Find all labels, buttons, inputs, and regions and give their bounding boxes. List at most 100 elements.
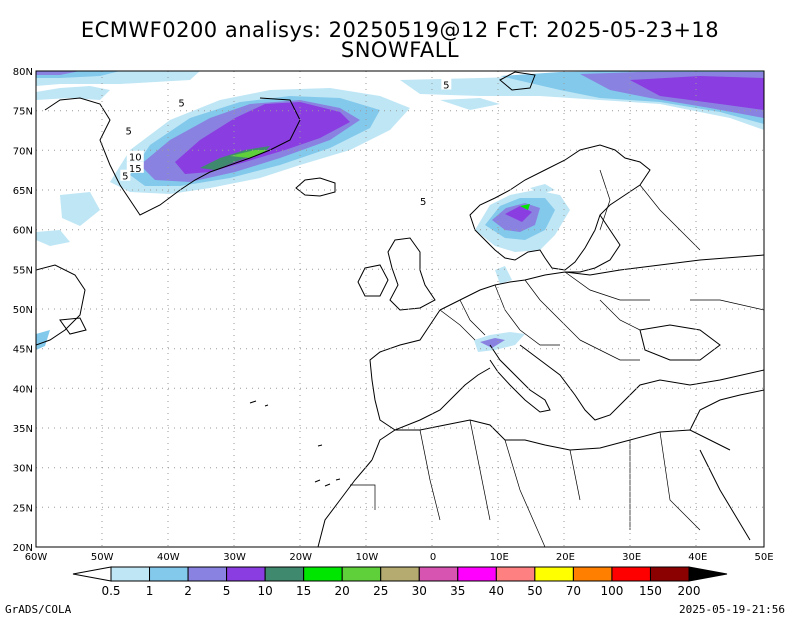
great-britain-coast [387,237,436,311]
colorbar-swatch [149,566,189,582]
lat-tick-label: 40N [13,384,33,395]
colorbar-swatch [110,566,151,582]
map-title: ECMWF0200 analisys: 20250519@12 FcT: 202… [80,18,720,42]
colorbar-label: 70 [566,584,581,598]
lat-tick-label: 20N [13,543,33,554]
latitude-axis: 80N 75N 70N 65N 60N 55N 50N 45N 40N 35N 30N 25N 20N [13,67,33,554]
snowfall-area-purple [505,206,532,222]
colorbar-label: 30 [412,584,427,598]
colorbar-label: 5 [223,584,231,598]
longitude-axis: 60W 50W 40W 30W 20W 10W 0 10E 20E 30E 40E 50E [25,552,774,563]
snowfall-area-green [230,150,268,158]
snowfall-area-light [36,86,110,100]
colorbar-swatch [303,566,343,582]
lon-tick-label: 40W [157,552,180,563]
snowfall-area-light [495,266,512,284]
colorbar-label: 15 [296,584,311,598]
lon-tick-label: 30E [622,552,641,563]
colorbar-swatch [572,566,613,582]
lat-tick-label: 60N [13,226,33,237]
north-africa-coast [371,419,731,461]
lat-tick-label: 70N [13,146,33,157]
lat-tick-label: 25N [13,503,33,514]
canary-islands [314,478,341,487]
snowfall-area-purple [630,76,764,110]
colorbar-label: 40 [489,584,504,598]
snowfall-area-green [520,204,530,210]
coastlines [36,71,764,547]
contour-label: 5 [125,127,131,138]
colorbar-swatch [226,566,266,582]
contour-label-bg [123,124,134,136]
balkans-coast [519,344,764,421]
lat-tick-label: 75N [13,107,33,118]
colorbar-under-triangle [72,566,112,582]
lat-tick-label: 80N [13,67,33,78]
colorbar-swatch [457,566,497,582]
contour-label-bg [441,78,452,90]
contour-label: 5 [443,80,449,91]
snowfall-area-light [440,98,500,110]
snowfall-area-light [60,192,100,226]
credit-left: GrADS/COLA [5,603,72,616]
lat-tick-label: 65N [13,186,33,197]
colorbar-label: 200 [678,584,701,598]
colorbar-swatch [341,566,382,582]
snowfall-area-medium [36,330,50,350]
contour-label: 15 [129,164,142,175]
contour-label: 5 [420,197,426,208]
colorbar-label: 0.5 [101,584,120,598]
snowfall-area-violet [36,71,80,75]
greenland-coast [44,97,301,216]
colorbar-swatch [495,566,536,582]
colorbar-label: 25 [373,584,388,598]
france-iberia-coast [369,309,491,431]
colorbar-swatch [649,566,690,582]
lon-tick-label: 50W [91,552,114,563]
scandinavia-coast [469,144,651,271]
lon-tick-label: 20E [556,552,575,563]
contour-label-bg [418,195,429,207]
lat-tick-label: 50N [13,305,33,316]
europe-coast [439,254,764,311]
red-sea-coast [699,449,751,541]
colorbar-label: 50 [527,584,542,598]
contour-label: 10 [129,153,142,164]
italy-coast [489,344,551,413]
colorbar-label: 100 [600,584,623,598]
black-sea-coast [639,324,721,361]
lat-tick-label: 55N [13,265,33,276]
svalbard-coast [499,71,536,91]
lon-tick-label: 60W [25,552,48,563]
lon-tick-label: 20W [289,552,312,563]
snowfall-area-light [36,230,70,246]
lat-tick-label: 45N [13,345,33,356]
colorbar-label: 150 [639,584,662,598]
map-subtitle: SNOWFALL [340,38,460,62]
colorbar-label: 10 [257,584,272,598]
lat-tick-label: 30N [13,464,33,475]
colorbar-swatch [418,566,459,582]
lon-tick-label: 40E [688,552,707,563]
newfoundland-coast [59,317,87,335]
lon-tick-label: 10E [490,552,509,563]
colorbar-label: 1 [146,584,154,598]
lat-tick-label: 35N [13,424,33,435]
lon-tick-label: 50E [754,552,773,563]
contour-label: 5 [178,99,184,110]
levant-coast [689,389,764,431]
colorbar-label: 2 [184,584,192,598]
colorbar-swatch [611,566,651,582]
ireland-coast [357,264,389,297]
baltic-coast [565,214,621,273]
snowfall-area-violet [480,338,505,348]
colorbar-swatch [264,566,305,582]
contour-label: 5 [122,172,128,183]
snowfall-area-purple [175,102,350,174]
colorbar-swatch [380,566,420,582]
credit-timestamp: 2025-05-19-21:56 [679,603,785,616]
graticule [36,71,764,547]
snowfall-area-light [530,184,555,194]
lon-tick-label: 10W [356,552,379,563]
